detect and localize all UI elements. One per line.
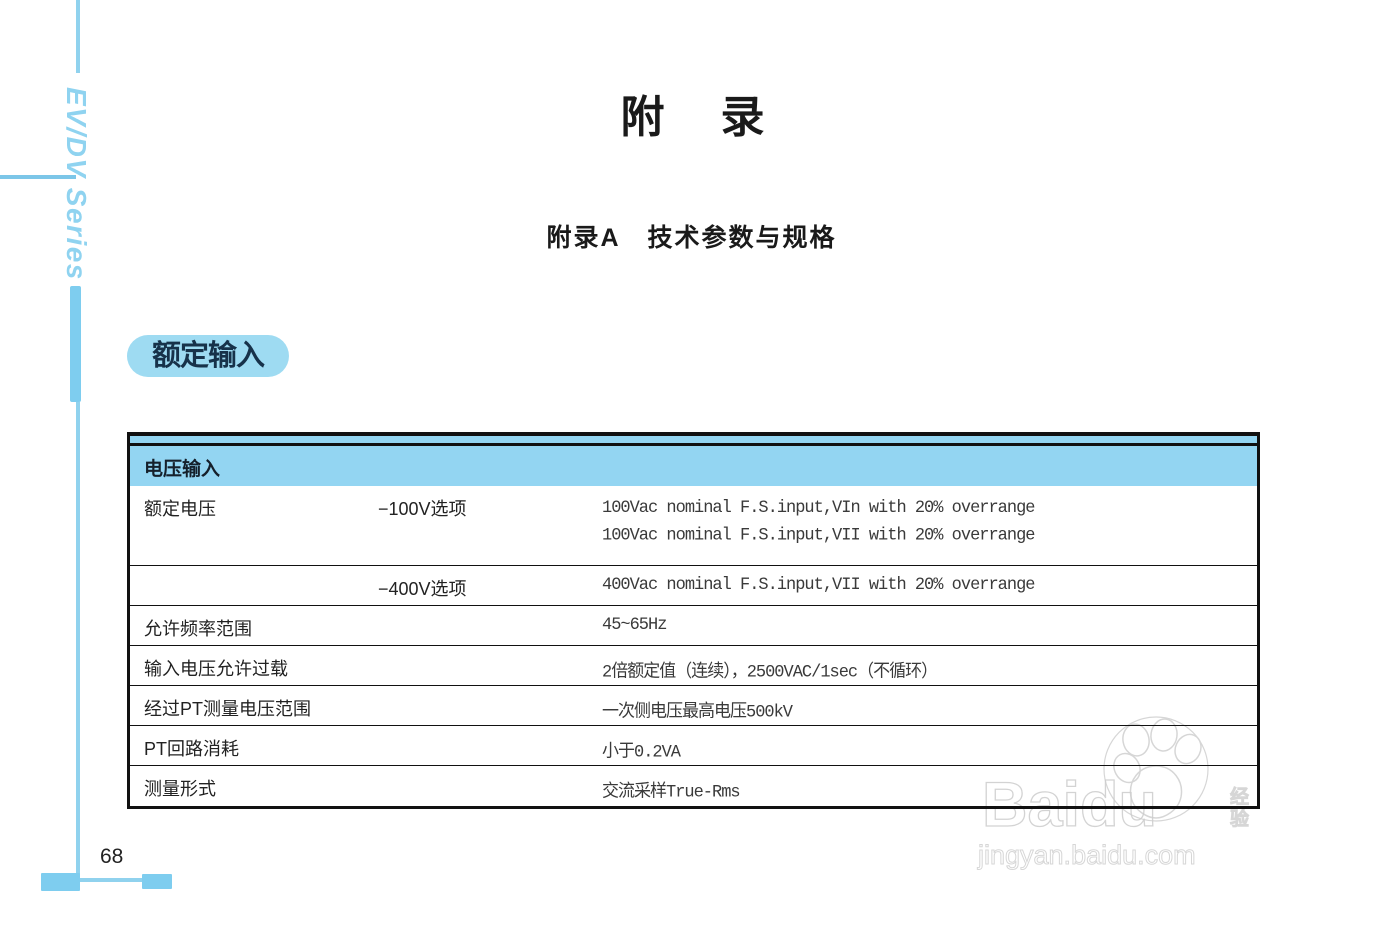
svg-text:验: 验 xyxy=(1230,807,1250,830)
svg-text:jingyan.baidu.com: jingyan.baidu.com xyxy=(977,840,1196,870)
